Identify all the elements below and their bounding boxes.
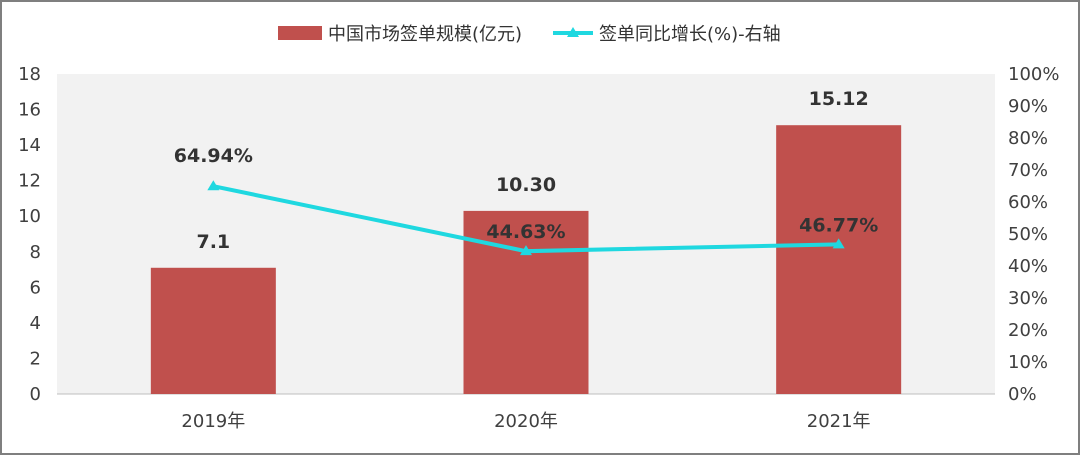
left-axis-tick-label: 6 — [30, 277, 41, 298]
left-axis-tick-label: 12 — [18, 171, 41, 192]
line-point — [520, 245, 532, 256]
bar — [150, 267, 276, 394]
legend-line-marker — [567, 27, 579, 37]
right-axis-tick-label: 20% — [1008, 320, 1048, 341]
line-data-label: 64.94% — [174, 145, 253, 167]
legend: 中国市场签单规模(亿元) 签单同比增长(%)-右轴 — [278, 24, 781, 45]
legend-label-line: 签单同比增长(%)-右轴 — [599, 24, 781, 45]
right-axis-tick-label: 80% — [1008, 128, 1048, 149]
bar-data-label: 7.1 — [196, 231, 230, 253]
right-axis-tick-label: 50% — [1008, 224, 1048, 245]
line-series — [207, 180, 845, 256]
line-point — [207, 180, 220, 191]
bar-data-label: 15.12 — [809, 88, 869, 110]
right-axis-tick-label: 100% — [1008, 64, 1059, 85]
left-axis-tick-label: 10 — [18, 206, 41, 227]
line-data-label: 46.77% — [799, 214, 878, 236]
left-axis-tick-label: 2 — [30, 348, 41, 369]
left-axis-tick-label: 0 — [30, 384, 41, 405]
bar — [776, 125, 902, 394]
right-axis-tick-label: 30% — [1008, 288, 1048, 309]
left-axis-tick-label: 4 — [30, 313, 41, 334]
right-axis-tick-label: 10% — [1008, 352, 1048, 373]
legend-bar-swatch — [278, 26, 322, 40]
line-point — [832, 238, 845, 249]
left-axis-tick-label: 8 — [30, 242, 41, 263]
right-axis-tick-label: 0% — [1008, 384, 1037, 405]
left-axis-tick-label: 18 — [18, 64, 41, 85]
right-axis-tick-label: 60% — [1008, 192, 1048, 213]
right-axis-tick-label: 70% — [1008, 160, 1048, 181]
left-axis-tick-label: 14 — [18, 135, 41, 156]
right-axis-tick-label: 90% — [1008, 96, 1048, 117]
x-axis-tick-label: 2021年 — [807, 411, 871, 432]
data-labels: 7.1 10.30 15.12 64.94% 44.63% 46.77% — [174, 88, 878, 253]
legend-label-bar: 中国市场签单规模(亿元) — [328, 24, 522, 45]
line-data-label: 44.63% — [486, 221, 565, 243]
left-axis-tick-label: 16 — [18, 100, 41, 121]
right-axis-tick-label: 40% — [1008, 256, 1048, 277]
x-axis-tick-label: 2019年 — [181, 411, 245, 432]
bar-data-label: 10.30 — [496, 174, 556, 196]
x-axis-tick-label: 2020年 — [494, 411, 558, 432]
